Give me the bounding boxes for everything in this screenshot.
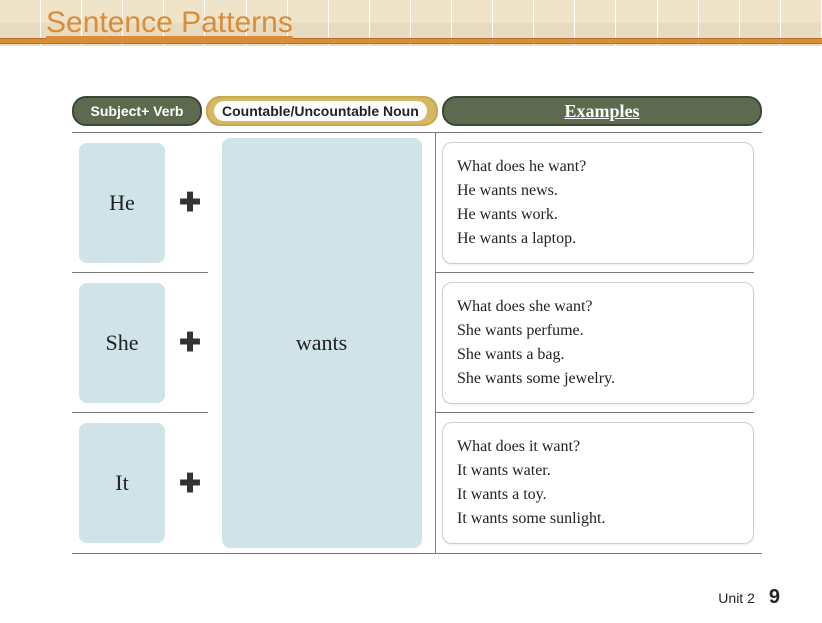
header-noun-label: Countable/Uncountable Noun	[214, 101, 427, 121]
header-noun: Countable/Uncountable Noun	[206, 96, 438, 126]
header-examples: Examples	[442, 96, 762, 126]
verb-column: wants	[208, 133, 436, 553]
footer-page: 9	[769, 586, 780, 609]
example-cell: What does it want?It wants water.It want…	[442, 422, 754, 544]
subject-cell: He	[79, 143, 165, 263]
plus-icon: ✚	[179, 187, 201, 218]
table-header-row: Subject+ Verb Countable/Uncountable Noun…	[72, 96, 762, 126]
example-row-it: What does it want?It wants water.It want…	[436, 413, 754, 553]
examples-column: What does he want?He wants news.He wants…	[436, 133, 754, 553]
plus-icon: ✚	[179, 468, 201, 499]
example-row-he: What does he want?He wants news.He wants…	[436, 133, 754, 273]
verb-cell: wants	[222, 138, 422, 548]
example-cell: What does she want?She wants perfume.She…	[442, 282, 754, 404]
subject-row-it: It ✚	[72, 413, 208, 553]
header-subject-verb: Subject+ Verb	[72, 96, 202, 126]
subject-row-he: He ✚	[72, 133, 208, 273]
subject-cell: It	[79, 423, 165, 543]
plus-icon: ✚	[179, 327, 201, 358]
table-body: He ✚ She ✚ It ✚ wants What does he want?…	[72, 132, 762, 554]
subject-cell: She	[79, 283, 165, 403]
example-cell: What does he want?He wants news.He wants…	[442, 142, 754, 264]
footer-unit: Unit 2	[718, 590, 755, 606]
pattern-table: Subject+ Verb Countable/Uncountable Noun…	[72, 96, 762, 554]
slide-title: Sentence Patterns	[46, 6, 293, 40]
footer: Unit 2 9	[718, 586, 780, 609]
example-row-she: What does she want?She wants perfume.She…	[436, 273, 754, 413]
subject-column: He ✚ She ✚ It ✚	[72, 133, 208, 553]
subject-row-she: She ✚	[72, 273, 208, 413]
